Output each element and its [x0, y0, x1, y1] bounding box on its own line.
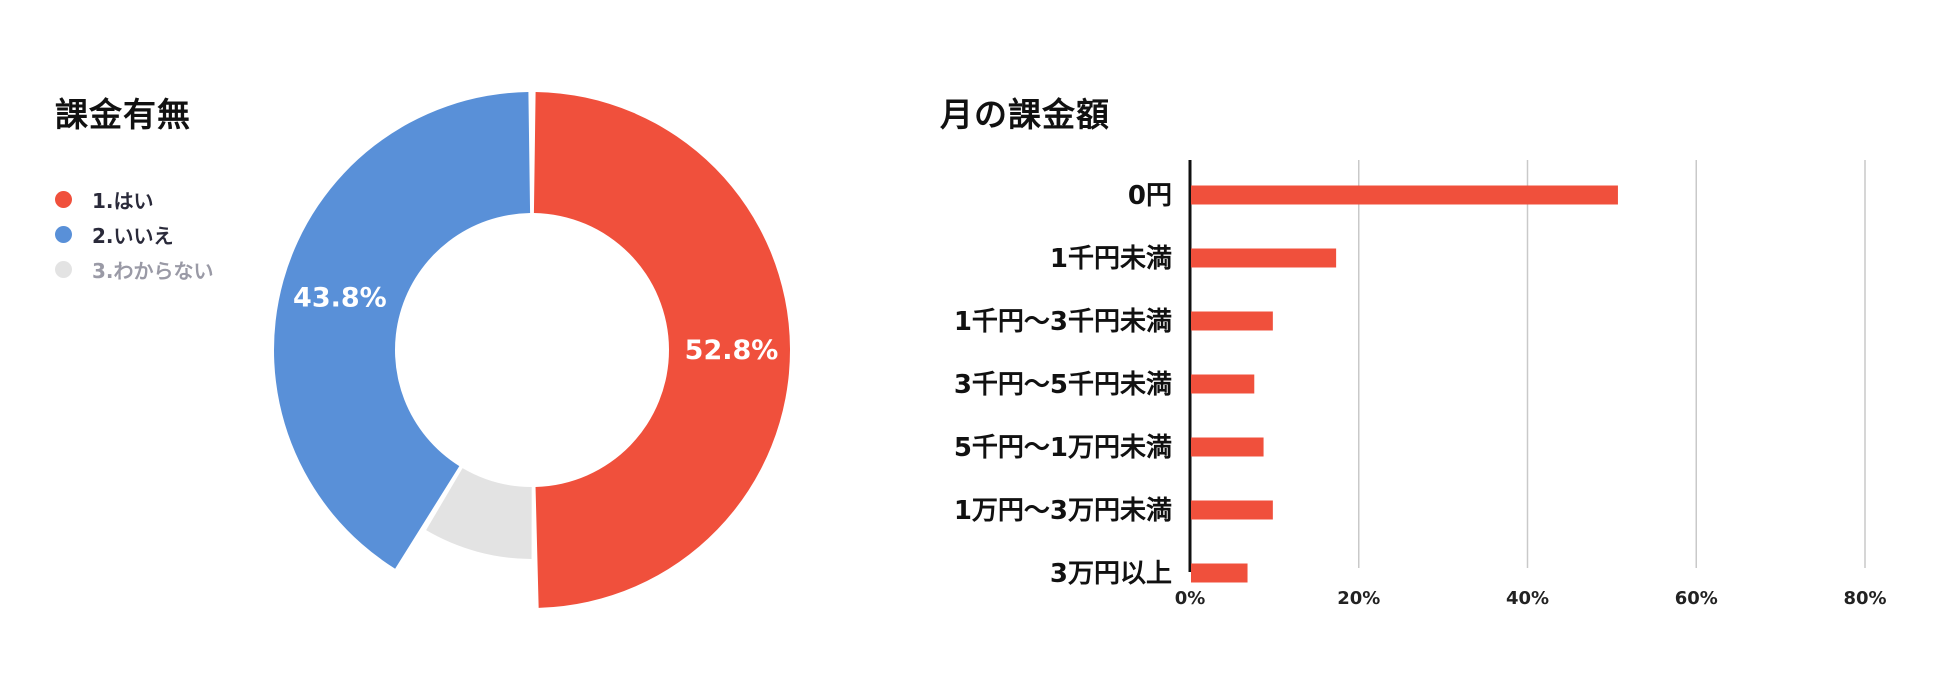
bar-chart-title: 月の課金額 [940, 95, 1110, 134]
x-tick-label: 0% [1175, 588, 1206, 609]
category-label-3: 3千円〜5千円未満 [954, 370, 1172, 400]
bar-5[interactable] [1191, 500, 1273, 520]
x-tick-label: 20% [1337, 588, 1380, 609]
legend-label-unknown: 3.わからない [92, 259, 214, 283]
legend-swatch-unknown [55, 261, 72, 278]
x-tick-label: 40% [1506, 588, 1549, 609]
category-label-1: 1千円未満 [1050, 244, 1172, 274]
x-tick-label: 60% [1675, 588, 1718, 609]
bar-0[interactable] [1191, 185, 1618, 205]
donut-legend: 1.はい 2.いいえ 3.わからない [55, 182, 214, 287]
category-label-0: 0円 [1128, 181, 1172, 211]
x-tick-label: 80% [1843, 588, 1886, 609]
legend-label-no: 2.いいえ [92, 224, 174, 248]
legend-swatch-no [55, 226, 72, 243]
bar-6[interactable] [1191, 563, 1248, 583]
legend-label-yes: 1.はい [92, 189, 154, 213]
category-label-5: 1万円〜3万円未満 [954, 496, 1172, 526]
legend-item-yes[interactable]: 1.はい [55, 182, 214, 217]
category-label-6: 3万円以上 [1050, 559, 1172, 589]
category-label-4: 5千円〜1万円未満 [954, 433, 1172, 463]
legend-item-unknown[interactable]: 3.わからない [55, 252, 214, 287]
legend-item-no[interactable]: 2.いいえ [55, 217, 214, 252]
bar-1[interactable] [1191, 248, 1337, 268]
donut-slice-no[interactable] [273, 92, 531, 569]
donut-label-no: 43.8% [293, 282, 387, 313]
donut-chart-title: 課金有無 [55, 95, 191, 134]
legend-swatch-yes [55, 191, 72, 208]
bar-2[interactable] [1191, 311, 1273, 331]
bar-4[interactable] [1191, 437, 1264, 457]
category-label-2: 1千円〜3千円未満 [954, 307, 1172, 337]
donut-label-yes: 52.8% [685, 335, 779, 366]
donut-slice-unknown[interactable] [426, 468, 532, 559]
bar-3[interactable] [1191, 374, 1255, 394]
donut-slice-yes[interactable] [533, 92, 790, 608]
